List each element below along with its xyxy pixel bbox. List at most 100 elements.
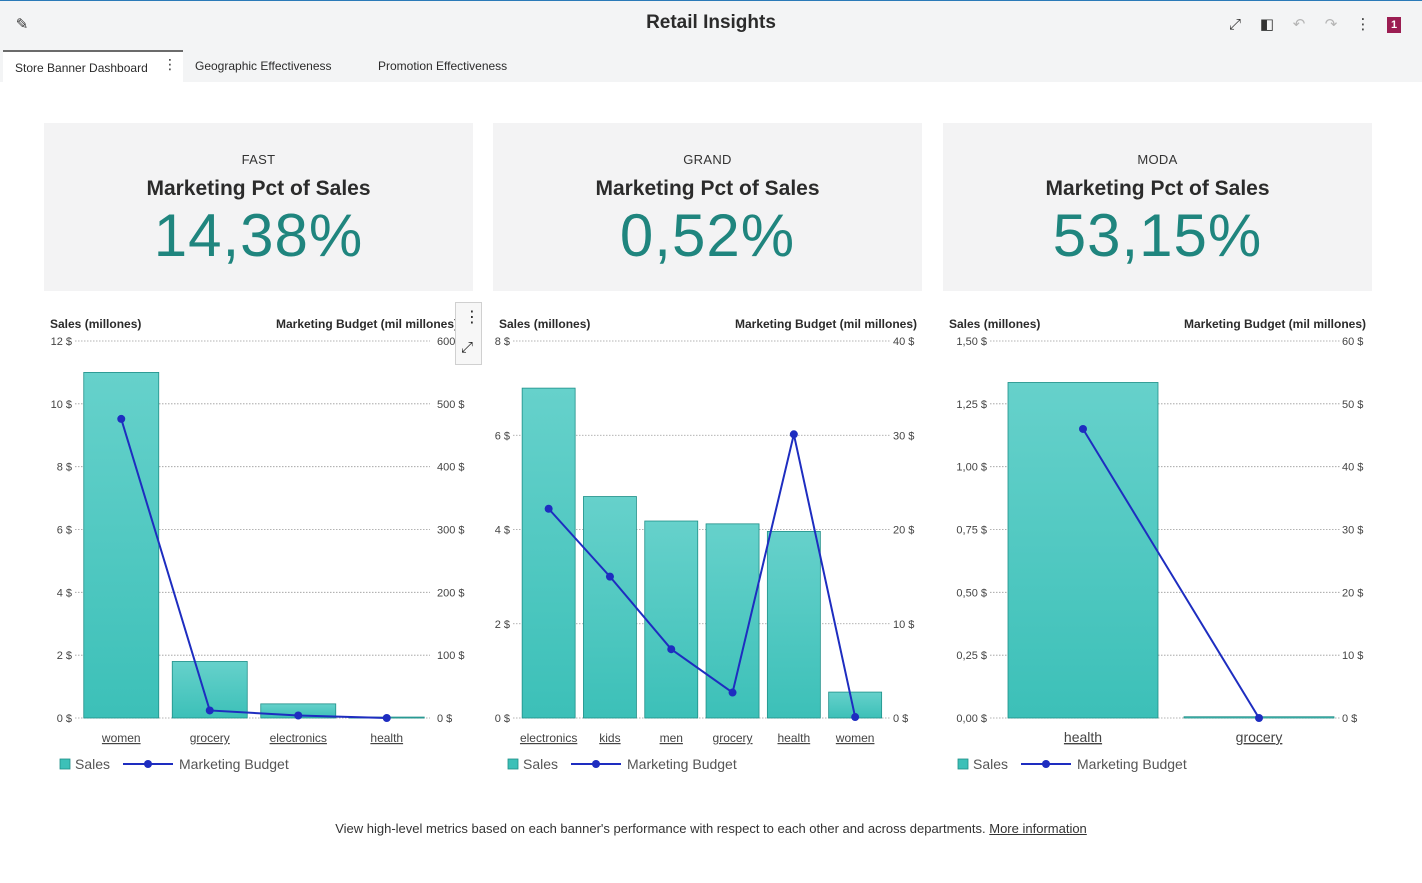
legend-marketing-label: Marketing Budget <box>179 756 289 772</box>
y-tick-label: 1,00 $ <box>956 462 987 474</box>
tab-promotion-effectiveness[interactable]: Promotion Effectiveness <box>378 59 508 73</box>
y2-tick-label: 10 $ <box>893 619 914 631</box>
y-tick-label: 4 $ <box>495 525 510 537</box>
chart-menu-icon[interactable]: ⋮ <box>464 309 480 326</box>
y-tick-label: 0,25 $ <box>956 650 987 662</box>
top-bar: ✎ Retail Insights ⤢ ◧ ↶ ↷ ⋮ 1 <box>0 0 1422 46</box>
y-tick-label: 0,50 $ <box>956 587 987 599</box>
expand-chart-icon[interactable]: ⤢ <box>461 339 474 356</box>
y-tick-label: 8 $ <box>495 336 510 348</box>
kpi-tile-moda[interactable]: MODA Marketing Pct of Sales 53,15% <box>943 123 1372 291</box>
legend-sales-swatch <box>957 758 969 770</box>
kpi-category: MODA <box>1137 152 1178 167</box>
chart-toolbar: ⋮ ⤢ <box>455 302 482 365</box>
category-label: women <box>835 731 875 745</box>
marketing-budget-point <box>1079 424 1087 433</box>
marketing-budget-point <box>789 430 798 439</box>
category-label: electronics <box>270 731 327 745</box>
marketing-budget-point <box>294 711 303 720</box>
kpi-value: 14,38% <box>153 202 364 269</box>
side-panel-icon[interactable]: ◧ <box>1259 16 1275 33</box>
combo-chart-fast[interactable]: Sales (millones) Marketing Budget (mil mi… <box>0 300 490 790</box>
y-tick-label: 4 $ <box>57 587 72 599</box>
marketing-budget-point <box>1255 714 1263 722</box>
marketing-budget-point <box>605 572 614 581</box>
kpi-tile-grand[interactable]: GRAND Marketing Pct of Sales 0,52% <box>493 123 922 291</box>
y2-tick-label: 60 $ <box>1342 336 1363 348</box>
marketing-budget-line <box>1082 428 1260 719</box>
y2-tick-label: 30 $ <box>1342 525 1363 537</box>
sales-bar <box>1007 382 1159 719</box>
category-label: women <box>101 731 141 745</box>
chart-grand[interactable]: Sales (millones) Marketing Budget (mil mi… <box>490 300 940 790</box>
more-information-link[interactable]: More information <box>989 821 1087 836</box>
y2-tick-label: 300 $ <box>437 525 465 537</box>
y-axis-title: Sales (millones) <box>499 317 590 331</box>
sales-bar <box>83 372 160 719</box>
kpi-category: FAST <box>241 152 276 167</box>
maximize-icon[interactable]: ⤢ <box>1228 15 1241 33</box>
kpi-title: Marketing Pct of Sales <box>595 177 820 200</box>
y2-tick-label: 0 $ <box>437 713 452 725</box>
tab-options-icon[interactable]: ⋮ <box>163 56 177 72</box>
y2-tick-label: 20 $ <box>893 525 914 537</box>
combo-chart-grand[interactable]: Sales (millones) Marketing Budget (mil mi… <box>490 300 940 790</box>
legend-sales-label: Sales <box>75 756 110 772</box>
category-label: men <box>660 731 683 745</box>
y-tick-label: 0,00 $ <box>956 713 987 725</box>
legend-marketing-label: Marketing Budget <box>627 756 737 772</box>
marketing-budget-point <box>851 713 860 722</box>
kpi-value: 0,52% <box>619 202 796 269</box>
y2-tick-label: 40 $ <box>1342 462 1363 474</box>
chart-moda[interactable]: Sales (millones) Marketing Budget (mil mi… <box>940 300 1380 790</box>
legend-sales-swatch <box>507 758 519 770</box>
y-tick-label: 6 $ <box>495 430 510 442</box>
marketing-budget-line <box>547 434 857 718</box>
y2-tick-label: 400 $ <box>437 462 465 474</box>
y2-tick-label: 100 $ <box>437 650 465 662</box>
y-tick-label: 8 $ <box>57 462 72 474</box>
y2-tick-label: 0 $ <box>893 713 908 725</box>
y2-axis-title: Marketing Budget (mil millones) <box>1184 317 1366 331</box>
marketing-budget-point <box>382 714 391 722</box>
y-tick-label: 12 $ <box>51 336 72 348</box>
combo-chart-moda[interactable]: Sales (millones) Marketing Budget (mil mi… <box>940 300 1380 790</box>
y2-tick-label: 0 $ <box>1342 713 1357 725</box>
y-axis-title: Sales (millones) <box>949 317 1040 331</box>
y2-axis-title: Marketing Budget (mil millones) <box>276 317 458 331</box>
marketing-budget-point <box>117 414 126 423</box>
kpi-category: GRAND <box>683 152 732 167</box>
legend-marketing-label: Marketing Budget <box>1077 756 1187 772</box>
y-tick-label: 0,75 $ <box>956 525 987 537</box>
category-label: electronics <box>520 731 577 745</box>
tab-store-banner-dashboard[interactable]: Store Banner Dashboard <box>3 50 183 82</box>
chart-fast[interactable]: Sales (millones) Marketing Budget (mil mi… <box>0 300 490 790</box>
category-label: grocery <box>1236 729 1283 745</box>
notification-badge[interactable]: 1 <box>1387 17 1401 33</box>
category-label: grocery <box>713 731 753 745</box>
redo-icon[interactable]: ↷ <box>1324 16 1338 33</box>
edit-pencil-icon[interactable]: ✎ <box>15 16 29 33</box>
kpi-title: Marketing Pct of Sales <box>1045 177 1270 200</box>
y2-tick-label: 40 $ <box>893 336 914 348</box>
more-menu-icon[interactable]: ⋮ <box>1355 16 1371 33</box>
kpi-title: Marketing Pct of Sales <box>146 177 371 200</box>
y-tick-label: 0 $ <box>495 713 510 725</box>
legend-line-marker <box>144 760 152 768</box>
kpi-tile-fast[interactable]: FAST Marketing Pct of Sales 14,38% <box>44 123 473 291</box>
sales-bar <box>766 530 821 719</box>
y-tick-label: 0 $ <box>57 713 72 725</box>
y-tick-label: 10 $ <box>51 399 72 411</box>
y2-tick-label: 20 $ <box>1342 587 1363 599</box>
marketing-budget-point <box>728 688 737 697</box>
category-label: health <box>370 731 403 745</box>
y-tick-label: 2 $ <box>495 619 510 631</box>
y2-tick-label: 30 $ <box>893 430 914 442</box>
y-tick-label: 2 $ <box>57 650 72 662</box>
category-label: kids <box>599 731 620 745</box>
category-label: health <box>1064 729 1102 745</box>
undo-icon[interactable]: ↶ <box>1292 16 1306 33</box>
y-axis-title: Sales (millones) <box>50 317 141 331</box>
y-tick-label: 6 $ <box>57 525 72 537</box>
tab-geographic-effectiveness[interactable]: Geographic Effectiveness <box>195 59 332 73</box>
